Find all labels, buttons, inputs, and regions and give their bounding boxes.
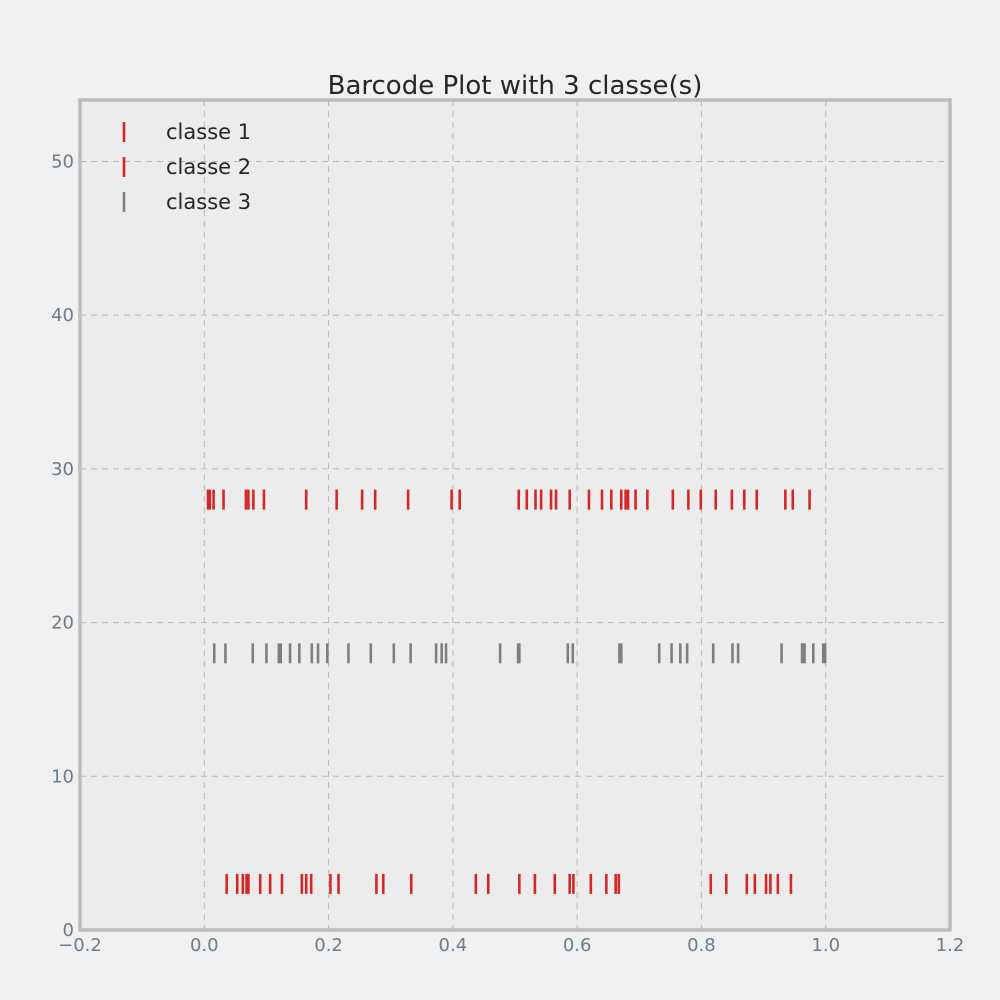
x-tick-label: 0.6 (563, 935, 592, 956)
x-tick-label: −0.2 (58, 935, 102, 956)
y-tick-label: 0 (63, 920, 74, 941)
legend-label: classe 3 (166, 190, 251, 214)
grid-layer (80, 100, 950, 930)
x-tick-label: 1.2 (936, 935, 965, 956)
y-tick-label: 20 (51, 613, 74, 634)
x-tick-label: 0.8 (687, 935, 716, 956)
plot-frame (78, 98, 952, 932)
y-tick-label: 10 (51, 766, 74, 787)
legend-label: classe 1 (166, 120, 251, 144)
chart-title: Barcode Plot with 3 classe(s) (328, 71, 703, 101)
ticks-layer: −0.2 0.0 0.2 0.4 0.6 0.8 1.0 1.2 0 10 20 30 40 50 (51, 151, 964, 956)
y-tick-label: 50 (51, 151, 74, 172)
marks-layer (206, 489, 827, 894)
legend: classe 1 classe 2 classe 3 (122, 120, 251, 214)
x-tick-label: 0.0 (190, 935, 219, 956)
legend-label: classe 2 (166, 155, 251, 179)
plot-area-background (80, 100, 950, 930)
y-tick-label: 30 (51, 459, 74, 480)
y-tick-label: 40 (51, 305, 74, 326)
x-tick-label: 0.2 (314, 935, 343, 956)
x-tick-label: 0.4 (439, 935, 468, 956)
x-tick-label: 1.0 (811, 935, 840, 956)
